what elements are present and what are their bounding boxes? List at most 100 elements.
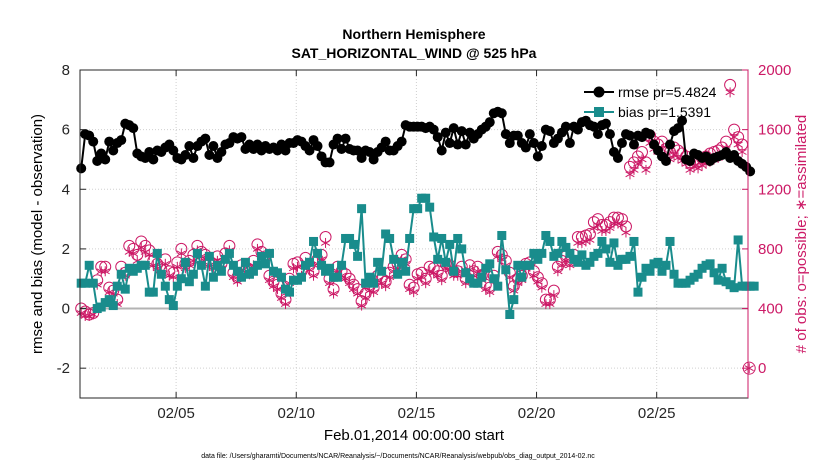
bias-point — [369, 278, 379, 288]
y-tick-label-left: 4 — [62, 181, 70, 198]
bias-point — [80, 278, 90, 288]
asterisk-stroke — [561, 257, 571, 264]
rmse-point — [592, 129, 603, 140]
rmse-point — [144, 147, 155, 157]
chart-title: Northern Hemisphere — [342, 26, 485, 42]
bias-point — [517, 272, 527, 282]
bias-point — [545, 236, 555, 246]
bias-point — [389, 254, 399, 264]
asterisk-stroke — [433, 272, 443, 279]
rmse-point — [484, 117, 495, 128]
rmse-point — [352, 145, 363, 156]
rmse-point — [364, 147, 375, 157]
bias-point — [264, 248, 274, 258]
rmse-point — [604, 129, 615, 140]
rmse-point — [100, 154, 111, 165]
assimilated-obs-point — [437, 275, 447, 286]
assimilated-obs-point — [268, 281, 279, 292]
bias-point — [188, 269, 198, 279]
rmse-point — [336, 144, 347, 155]
bias-point — [345, 233, 355, 243]
rmse-point — [440, 127, 451, 138]
assimilated-obs-point — [340, 273, 351, 284]
bias-point — [353, 251, 363, 261]
rmse-point — [128, 123, 139, 134]
asterisk-stroke — [605, 225, 615, 231]
bias-point — [733, 235, 743, 245]
assimilated-obs-point — [308, 270, 319, 281]
asterisk-stroke — [168, 274, 178, 281]
rmse-point — [396, 136, 407, 147]
assimilated-obs-point — [633, 158, 643, 169]
bias-point — [104, 295, 114, 305]
y-tick-label-right: 400 — [758, 301, 783, 318]
rmse-point — [368, 154, 379, 165]
asterisk-stroke — [625, 171, 635, 178]
y-tick-label-right: 0 — [758, 360, 766, 377]
bias-point — [653, 257, 663, 267]
asterisk-stroke — [609, 220, 619, 227]
assimilated-obs-point — [597, 226, 607, 237]
bias-point — [717, 263, 727, 273]
bias-point — [152, 248, 162, 258]
bias-point — [228, 260, 238, 270]
bias-point — [309, 236, 319, 246]
assimilated-obs-point — [421, 278, 431, 289]
bias-point — [325, 263, 335, 273]
asterisk-stroke — [589, 225, 599, 231]
rmse-point — [304, 145, 315, 156]
bias-point — [208, 272, 218, 282]
bias-point — [168, 301, 178, 311]
bias-point — [453, 233, 463, 243]
rmse-point — [588, 121, 599, 132]
bias-point — [609, 238, 619, 248]
assimilated-obs-point — [409, 287, 419, 298]
bias-point — [84, 260, 94, 270]
bias-point — [284, 287, 294, 297]
asterisk-stroke — [272, 286, 283, 293]
bias-point — [405, 233, 415, 243]
asterisk-stroke — [385, 274, 395, 281]
assimilated-obs-point — [128, 248, 138, 259]
assimilated-obs-point — [541, 299, 551, 310]
asterisk-stroke — [473, 268, 483, 275]
asterisk-stroke — [621, 229, 631, 236]
asterisk-stroke — [537, 284, 547, 291]
bias-point — [645, 266, 655, 276]
bias-point — [565, 248, 575, 258]
asterisk-stroke — [545, 301, 555, 308]
asterisk-stroke — [601, 228, 611, 234]
asterisk-stroke — [425, 268, 435, 275]
asterisk-stroke — [381, 283, 391, 290]
assimilated-obs-point — [176, 248, 186, 259]
bias-point — [713, 275, 723, 285]
rmse-point — [236, 132, 247, 143]
bias-point — [305, 257, 315, 267]
rmse-series — [76, 106, 756, 177]
rmse-point — [520, 142, 531, 153]
rmse-point — [504, 138, 515, 149]
assimilated-obs-point — [737, 147, 747, 157]
rmse-point — [216, 147, 227, 157]
assimilated-obs-point — [549, 290, 559, 301]
x-axis-label: Feb.01,2014 00:00:00 start — [324, 427, 505, 444]
asterisk-stroke — [76, 310, 86, 316]
bias-point — [457, 244, 467, 254]
x-tick-label: 02/20 — [518, 405, 556, 422]
asterisk-stroke — [352, 290, 363, 297]
rmse-point — [496, 108, 507, 119]
asterisk-stroke — [429, 269, 439, 276]
bias-point — [184, 277, 194, 287]
assimilated-obs-point — [140, 246, 150, 257]
x-tick-label: 02/15 — [398, 405, 436, 422]
bias-point — [505, 310, 515, 320]
bias-point — [365, 272, 375, 282]
rmse-point — [536, 141, 547, 152]
asterisk-stroke — [485, 289, 495, 296]
assimilated-obs-point — [481, 284, 491, 295]
bias-point — [164, 295, 174, 305]
bias-point — [204, 251, 214, 261]
chart-subtitle: SAT_HORIZONTAL_WIND @ 525 hPa — [292, 45, 537, 61]
bias-point — [240, 257, 250, 267]
bias-point — [252, 260, 262, 270]
